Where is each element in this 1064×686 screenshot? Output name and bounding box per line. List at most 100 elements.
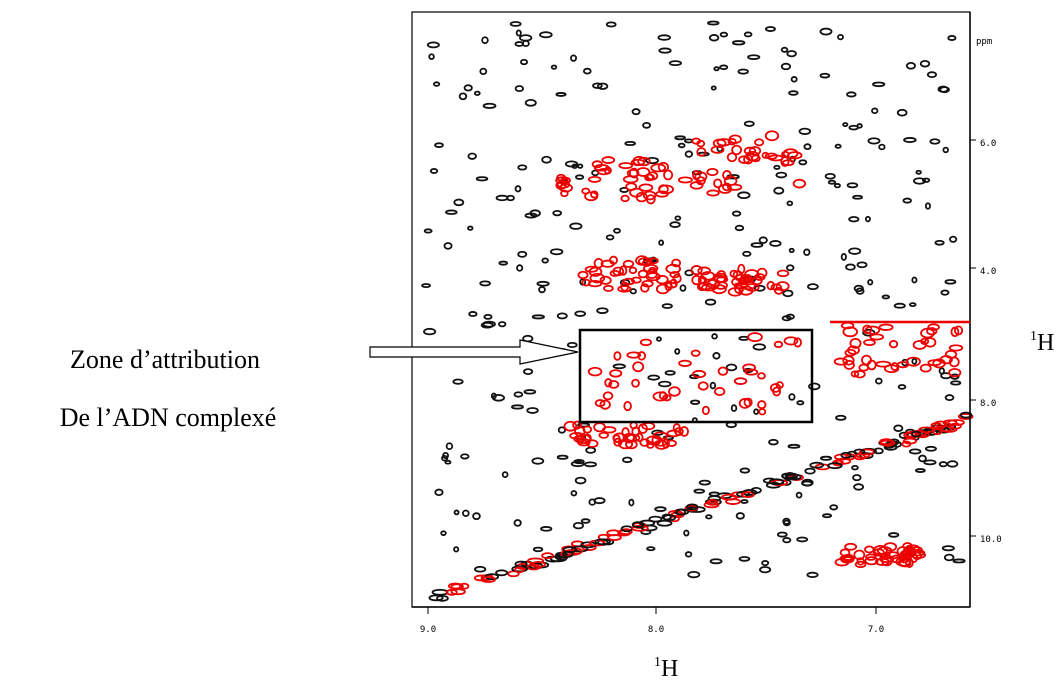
- peak: [640, 283, 650, 293]
- peak: [824, 172, 836, 180]
- peak: [434, 488, 444, 497]
- peak: [912, 551, 923, 561]
- peak: [742, 363, 757, 372]
- peak: [726, 152, 738, 163]
- peak: [668, 386, 681, 397]
- peak: [674, 215, 682, 221]
- peak: [819, 455, 833, 461]
- peak: [738, 556, 751, 562]
- peak: [710, 145, 725, 154]
- peak: [833, 183, 841, 189]
- peak: [764, 26, 776, 32]
- peak: [853, 370, 866, 379]
- peak: [776, 269, 790, 278]
- peak: [742, 250, 752, 257]
- peak: [788, 247, 795, 254]
- tick-label: 7.0: [868, 625, 884, 635]
- peak: [445, 588, 458, 596]
- peak: [709, 558, 723, 565]
- peak: [441, 454, 449, 462]
- peak: [788, 90, 799, 96]
- peak: [753, 408, 760, 415]
- peak: [754, 138, 765, 147]
- peak: [883, 364, 900, 374]
- peak: [701, 283, 717, 292]
- peak: [761, 560, 770, 567]
- peak: [773, 186, 785, 195]
- peak: [809, 461, 825, 469]
- peak: [674, 348, 681, 355]
- peak: [514, 41, 525, 47]
- peak: [926, 71, 938, 79]
- peak: [514, 185, 522, 193]
- peak: [694, 171, 708, 182]
- peak: [864, 556, 879, 566]
- peak: [473, 90, 481, 96]
- peak: [459, 582, 470, 590]
- peak: [723, 175, 738, 187]
- peak: [513, 391, 524, 398]
- peak: [620, 281, 630, 292]
- peak: [833, 357, 849, 366]
- peak: [733, 377, 748, 385]
- peak: [948, 344, 964, 352]
- peak: [889, 340, 899, 349]
- peak: [423, 228, 433, 234]
- peak: [453, 546, 460, 553]
- peak: [552, 209, 562, 217]
- peak: [623, 400, 632, 412]
- peak: [807, 283, 819, 291]
- peak: [725, 363, 738, 372]
- peak: [902, 437, 917, 445]
- peak: [589, 272, 606, 284]
- peak: [428, 53, 435, 60]
- peak: [752, 343, 767, 351]
- peak: [738, 398, 751, 409]
- peak: [926, 327, 938, 336]
- peak: [780, 46, 789, 53]
- peak: [874, 377, 883, 385]
- peak: [745, 283, 760, 292]
- peak: [582, 433, 592, 443]
- peak: [734, 284, 744, 295]
- peak: [871, 107, 879, 115]
- peak: [529, 209, 541, 218]
- peak: [461, 509, 470, 517]
- peak: [690, 399, 701, 405]
- peak: [445, 442, 454, 451]
- peak: [538, 286, 546, 294]
- peak: [940, 425, 953, 433]
- peak: [596, 307, 609, 314]
- peak: [944, 279, 957, 285]
- peak: [722, 170, 732, 181]
- peak: [862, 328, 876, 337]
- peak: [523, 389, 537, 395]
- peak: [463, 84, 473, 92]
- peak: [490, 392, 497, 400]
- peak: [806, 571, 819, 579]
- peak: [656, 519, 673, 527]
- peak: [888, 532, 900, 538]
- peak: [654, 506, 667, 512]
- tick-label: 6.0: [980, 139, 996, 149]
- peak: [710, 85, 717, 91]
- peak: [685, 503, 699, 511]
- peak: [557, 426, 567, 434]
- axis-label: 1H: [654, 655, 678, 682]
- peak: [653, 431, 668, 441]
- peak: [642, 121, 652, 129]
- peak: [429, 168, 439, 174]
- peak: [786, 50, 797, 58]
- peak: [787, 443, 801, 449]
- peak: [713, 178, 723, 189]
- peak: [773, 340, 784, 349]
- peak: [479, 280, 491, 287]
- peak: [514, 85, 524, 93]
- peak: [532, 546, 544, 553]
- peak: [638, 519, 656, 527]
- peak: [929, 138, 941, 145]
- peak: [822, 513, 833, 519]
- tick-label: 10.0: [980, 535, 1002, 545]
- peak: [668, 60, 682, 67]
- peak: [510, 404, 524, 410]
